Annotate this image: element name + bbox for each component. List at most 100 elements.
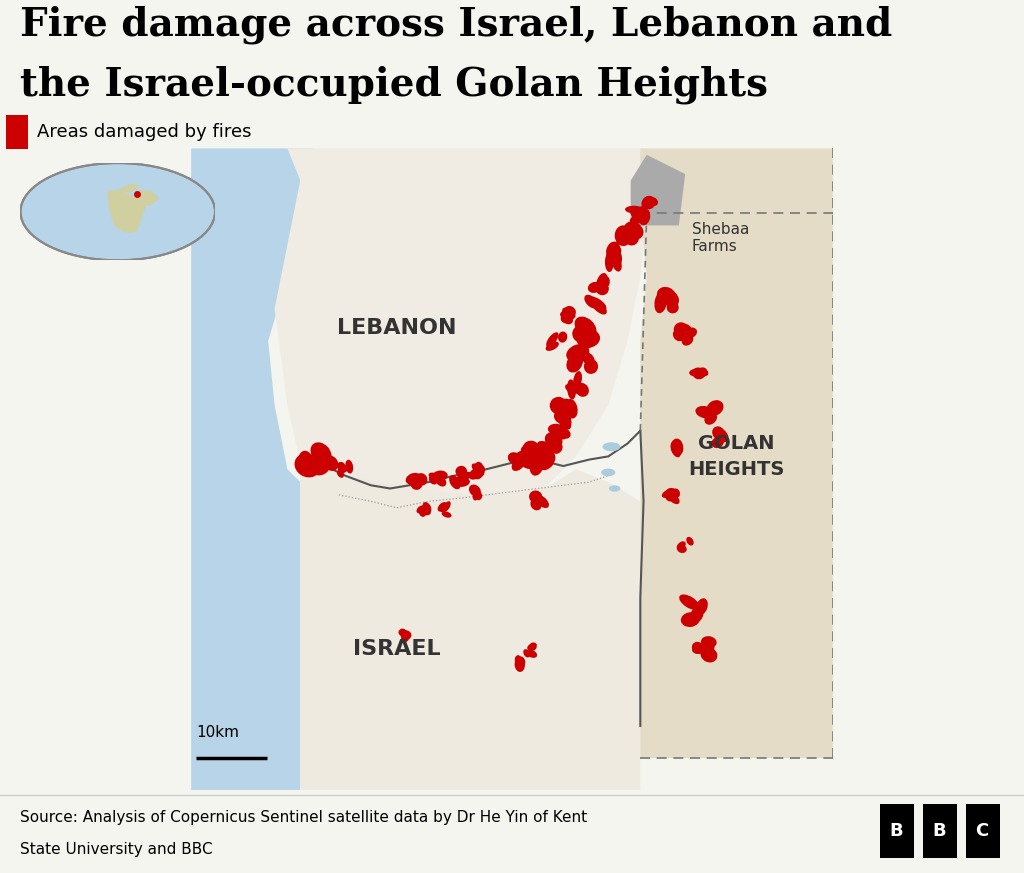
Ellipse shape [596,282,609,295]
Ellipse shape [450,475,461,489]
Ellipse shape [423,502,431,513]
Ellipse shape [538,450,555,471]
Ellipse shape [700,647,718,663]
Ellipse shape [439,504,447,512]
Ellipse shape [624,222,643,240]
Text: ISRAEL: ISRAEL [352,639,440,659]
Ellipse shape [512,454,527,471]
Polygon shape [640,148,833,758]
Ellipse shape [648,197,658,206]
Ellipse shape [475,491,482,500]
Ellipse shape [695,598,708,615]
Ellipse shape [516,656,525,668]
Text: B: B [932,821,946,840]
Ellipse shape [588,297,606,310]
Ellipse shape [585,295,598,308]
Ellipse shape [337,470,344,478]
Text: Fire damage across Israel, Lebanon and: Fire damage across Israel, Lebanon and [20,5,893,45]
Ellipse shape [310,443,332,464]
Text: B: B [889,821,903,840]
Ellipse shape [578,327,597,349]
Ellipse shape [559,428,570,438]
Ellipse shape [441,512,452,518]
Ellipse shape [515,657,525,672]
Ellipse shape [657,287,676,304]
Polygon shape [113,185,139,192]
Ellipse shape [435,475,446,486]
Ellipse shape [530,498,542,511]
Ellipse shape [458,466,468,484]
Ellipse shape [671,442,681,457]
Text: Areas damaged by fires: Areas damaged by fires [37,123,251,141]
Ellipse shape [419,506,427,517]
Ellipse shape [611,255,622,272]
Ellipse shape [696,368,706,378]
Ellipse shape [469,467,483,479]
Ellipse shape [692,368,706,379]
Ellipse shape [314,457,327,469]
Ellipse shape [546,341,559,351]
Ellipse shape [641,196,654,209]
Ellipse shape [698,368,709,376]
Ellipse shape [557,399,571,416]
Ellipse shape [522,441,541,459]
Ellipse shape [472,491,478,500]
Polygon shape [274,148,647,495]
Ellipse shape [558,332,567,342]
Ellipse shape [564,317,573,324]
Ellipse shape [535,445,552,461]
Ellipse shape [565,399,578,418]
Ellipse shape [530,498,541,506]
Ellipse shape [605,252,613,272]
Polygon shape [300,463,640,790]
Ellipse shape [298,450,313,474]
Ellipse shape [554,399,571,418]
Text: Source: Analysis of Copernicus Sentinel satellite data by Dr He Yin of Kent: Source: Analysis of Copernicus Sentinel … [20,810,588,826]
Ellipse shape [402,633,410,639]
Ellipse shape [345,460,353,473]
Ellipse shape [673,443,683,456]
Ellipse shape [456,466,467,477]
Ellipse shape [398,629,406,636]
Ellipse shape [474,465,485,479]
Ellipse shape [554,408,572,424]
Text: C: C [976,821,988,840]
Ellipse shape [609,485,621,491]
Ellipse shape [599,276,610,289]
Ellipse shape [408,476,419,485]
Ellipse shape [707,400,724,416]
Ellipse shape [474,463,484,475]
Ellipse shape [630,207,640,219]
Ellipse shape [717,430,728,442]
Ellipse shape [525,650,538,658]
Ellipse shape [527,643,537,650]
Ellipse shape [406,473,421,485]
Ellipse shape [567,380,575,400]
Ellipse shape [694,368,707,379]
Ellipse shape [566,351,583,366]
Ellipse shape [421,506,428,517]
Ellipse shape [456,471,471,483]
Ellipse shape [686,537,693,546]
Ellipse shape [437,502,447,512]
Ellipse shape [529,452,545,476]
Ellipse shape [538,443,553,456]
Ellipse shape [514,450,537,466]
Text: GOLAN
HEIGHTS: GOLAN HEIGHTS [688,434,784,479]
Ellipse shape [560,310,575,320]
Ellipse shape [702,643,715,652]
Ellipse shape [677,545,687,553]
Ellipse shape [695,406,715,418]
Text: the Israel-occupied Golan Heights: the Israel-occupied Golan Heights [20,65,768,105]
Ellipse shape [429,473,438,485]
FancyBboxPatch shape [6,115,29,148]
Ellipse shape [677,541,686,550]
Ellipse shape [324,456,338,471]
Ellipse shape [521,447,536,465]
Ellipse shape [337,462,345,470]
Ellipse shape [590,298,607,314]
Ellipse shape [682,334,693,346]
Ellipse shape [701,636,717,648]
Ellipse shape [432,471,447,481]
Ellipse shape [575,383,589,397]
